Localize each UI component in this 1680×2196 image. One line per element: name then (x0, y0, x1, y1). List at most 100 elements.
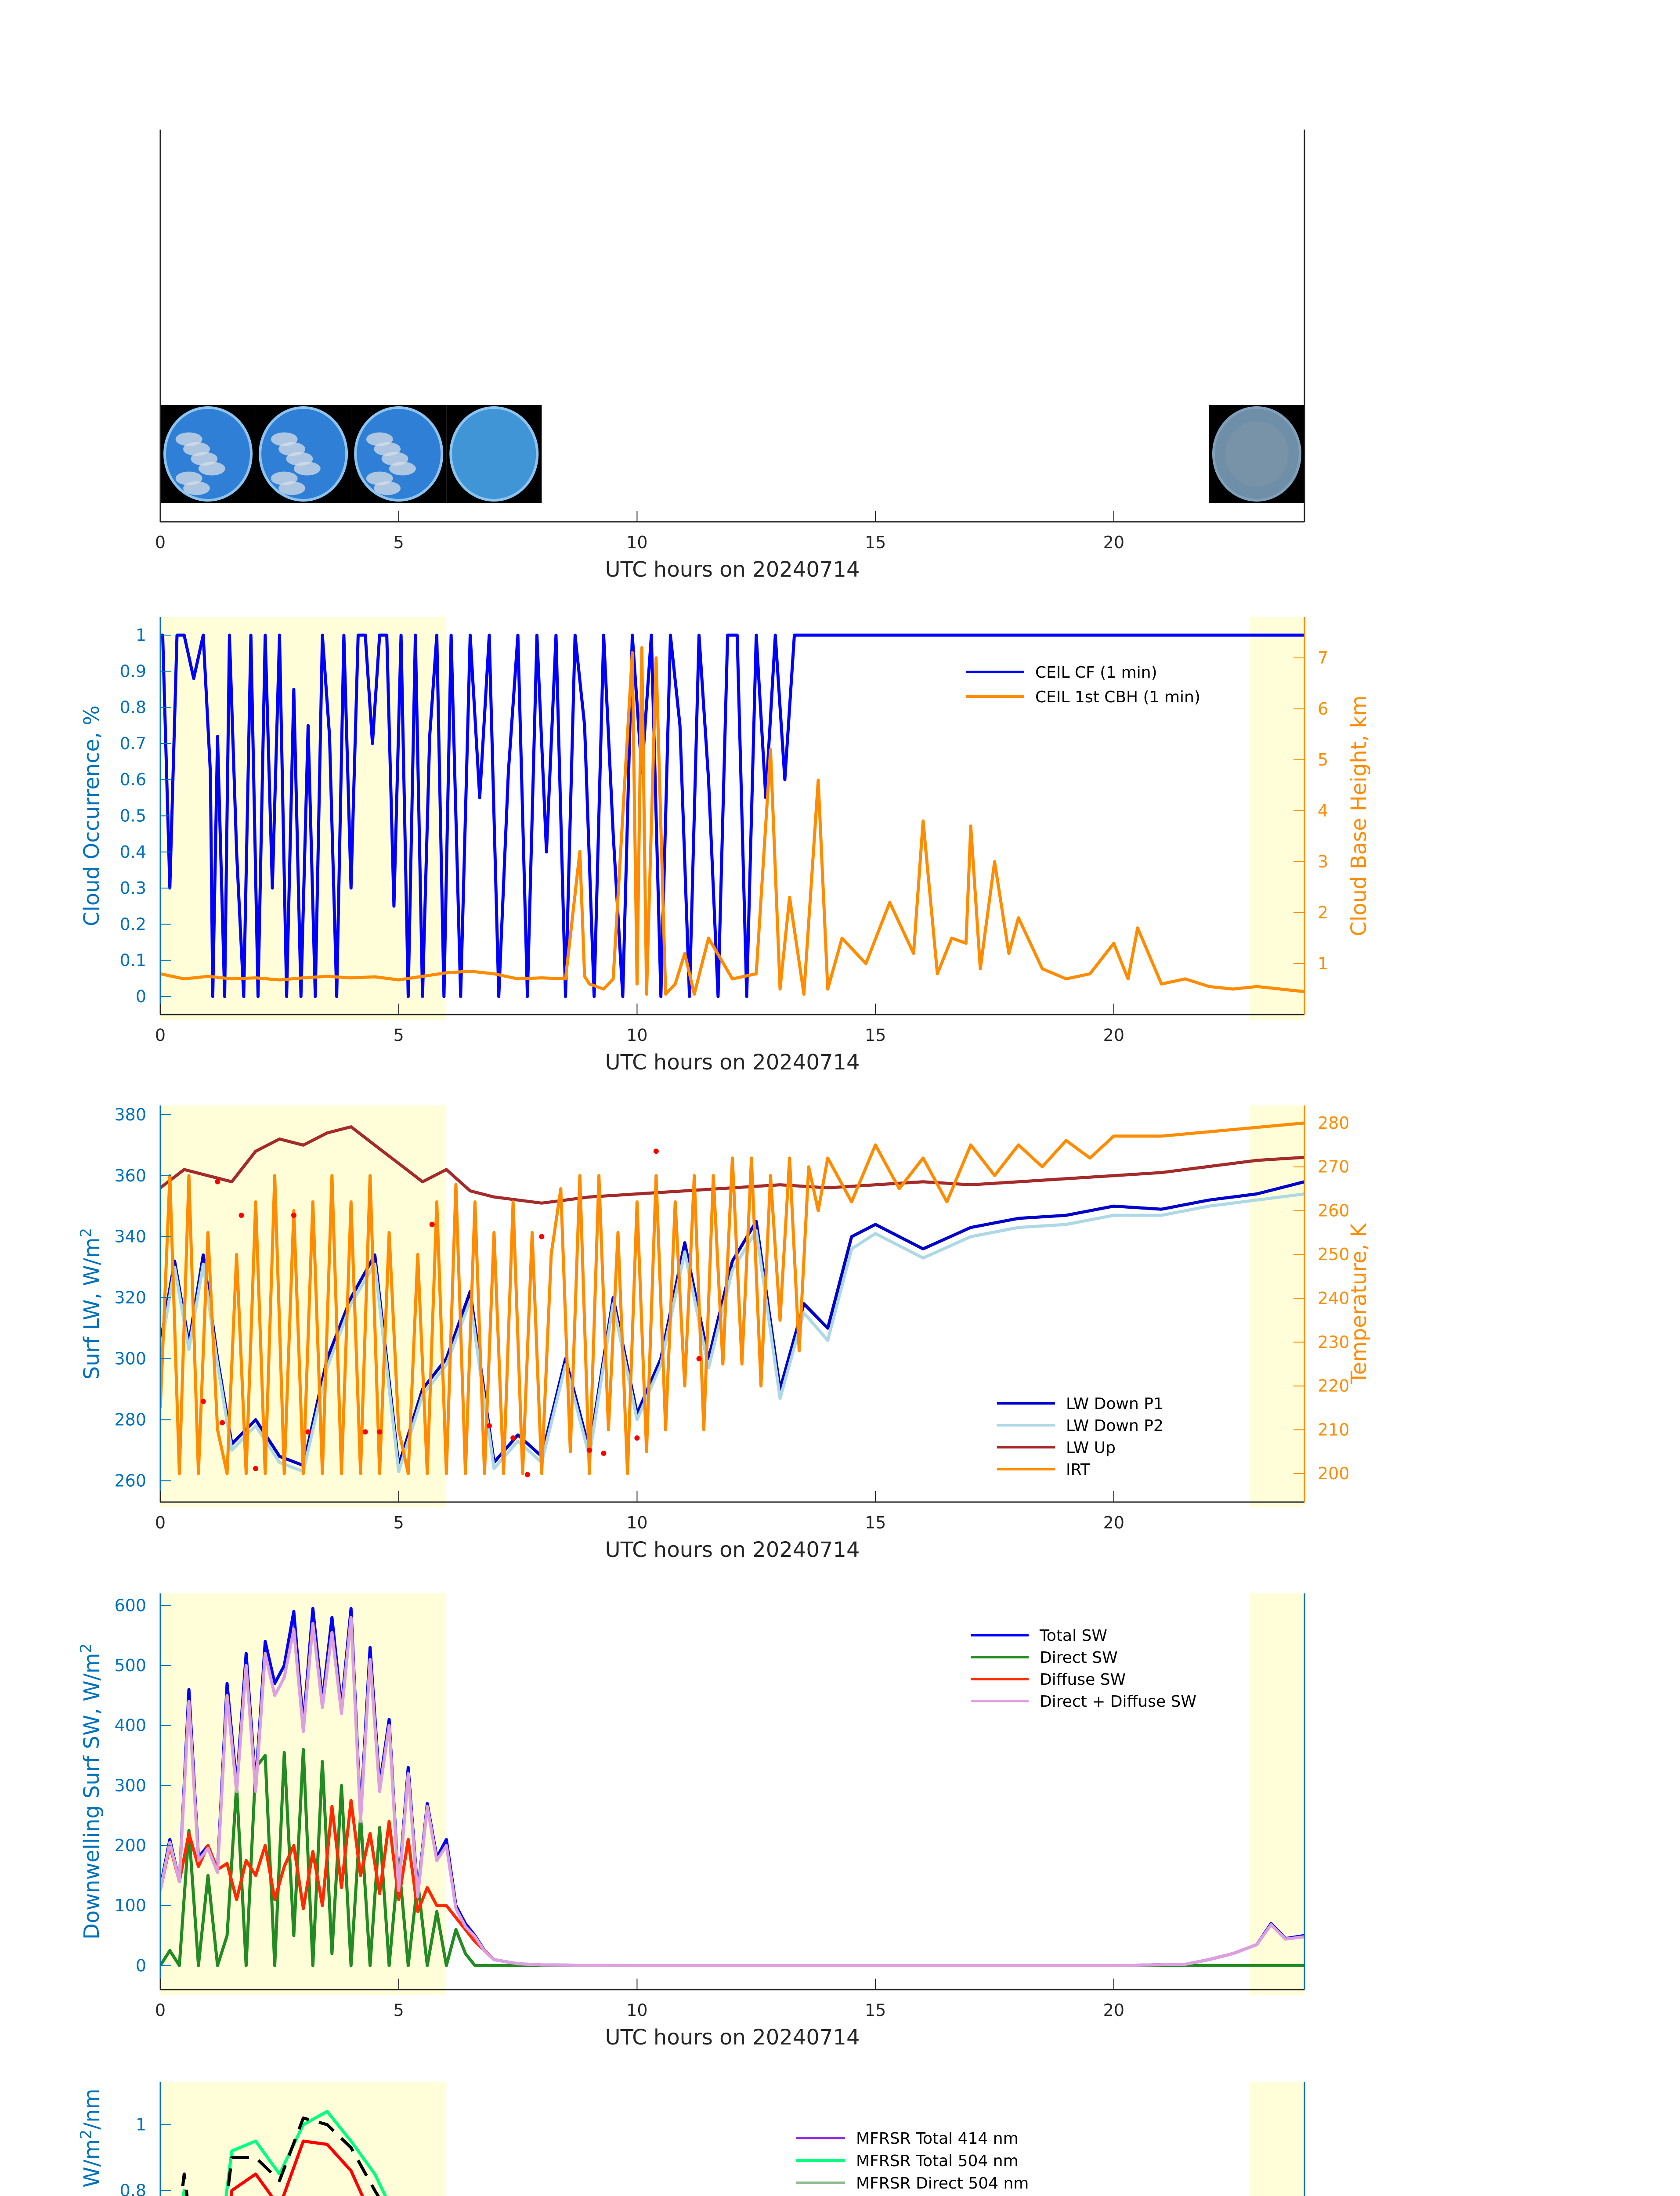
data-marker (524, 1472, 530, 1477)
legend-item[interactable]: CEIL 1st CBH (1 min) (966, 688, 1200, 706)
allsky-image[interactable] (160, 405, 256, 503)
data-marker (429, 1221, 435, 1227)
x-tick-label: 0 (155, 2001, 166, 2020)
legend-item[interactable]: CEIL CF (1 min) (966, 664, 1157, 682)
cloud-layer (1225, 421, 1289, 487)
legend-item[interactable]: Total SW (971, 1627, 1107, 1645)
legend-item[interactable]: LW Up (997, 1439, 1116, 1457)
legend-item[interactable]: LW Down P2 (997, 1417, 1163, 1435)
legend-label: CEIL CF (1 min) (1035, 664, 1157, 682)
cloud-patch (293, 462, 321, 476)
data-marker (291, 1213, 296, 1218)
plot-area (160, 1607, 1305, 1967)
y-tick-label: 380 (114, 1105, 146, 1124)
panel-longwave: 0 5 10 15 20 UTC hours on 20240714 260 280 300 32… (77, 1105, 1371, 1562)
legend-item[interactable]: Direct + Diffuse SW (971, 1693, 1196, 1711)
allsky-image[interactable] (446, 405, 542, 503)
x-tick-label: 10 (626, 2001, 647, 2020)
y-right-tick-label: 6 (1318, 699, 1328, 719)
y-tick-label: 500 (114, 1656, 146, 1675)
data-marker (377, 1429, 383, 1435)
shaded-period (1250, 2082, 1304, 2196)
legend: Total SW Direct SW Diffuse SW Direct + Diff… (971, 1627, 1196, 1711)
y-tick-label: 300 (114, 1349, 146, 1369)
x-tick-label: 20 (1103, 1513, 1124, 1532)
y-tick-label: 0 (136, 987, 146, 1006)
panel-shortwave: 0 5 10 15 20 UTC hours on 20240714 0 100 200 300 4… (77, 1593, 1305, 2050)
legend: MFRSR Total 414 nm MFRSR Total 504 nm MFRS… (796, 2130, 1029, 2192)
y-tick-label: 0.7 (120, 734, 146, 753)
legend-item[interactable]: LW Down P1 (997, 1395, 1163, 1413)
x-tick-label: 0 (155, 1513, 166, 1532)
x-tick-label: 5 (394, 1513, 404, 1532)
data-marker (215, 1179, 220, 1185)
series-line-ceil-1st-cbh-1-min- (160, 646, 1305, 996)
data-marker (238, 1213, 244, 1218)
y-right-tick-label: 7 (1318, 648, 1328, 668)
data-marker (486, 1423, 492, 1429)
data-marker (539, 1234, 545, 1239)
shaded-period (160, 1593, 447, 1995)
legend-label: Total SW (1039, 1627, 1107, 1645)
y-tick-label: 0.8 (120, 2181, 146, 2196)
x-axis-title: UTC hours on 20240714 (605, 1050, 860, 1075)
x-tick-label: 10 (626, 533, 647, 552)
y-axis-title: Downwelling Surf SW, W/m2 (77, 1643, 104, 1940)
cloud-patch (198, 462, 225, 476)
y-tick-label: 300 (114, 1776, 146, 1795)
y-tick-label: 1 (136, 2115, 146, 2135)
data-marker (362, 1429, 368, 1435)
y-right-tick-label: 4 (1318, 801, 1328, 820)
series-line-ceil-cf-1-min- (160, 633, 1304, 998)
y-right-tick-label: 240 (1318, 1289, 1350, 1308)
allsky-image[interactable] (256, 405, 351, 503)
legend-item[interactable]: Diffuse SW (971, 1671, 1126, 1689)
shaded-period (1250, 1105, 1304, 1507)
y-right-tick-label: 2 (1318, 903, 1328, 922)
y-tick-label: 0.4 (120, 842, 146, 862)
legend-item[interactable]: MFRSR Direct 504 nm (796, 2174, 1029, 2192)
x-axis-title: UTC hours on 20240714 (605, 1538, 860, 1562)
data-marker (634, 1435, 640, 1441)
data-marker (220, 1420, 225, 1426)
legend-item[interactable]: Direct SW (971, 1649, 1118, 1667)
data-marker (305, 1429, 311, 1435)
y-tick-label: 0.5 (120, 806, 146, 826)
data-marker (653, 1149, 659, 1154)
y-right-tick-label: 210 (1318, 1420, 1350, 1439)
y-tick-label: 1 (136, 625, 146, 645)
x-tick-label: 20 (1103, 2001, 1124, 2020)
y-tick-label: 320 (114, 1288, 146, 1307)
x-tick-label: 15 (865, 2001, 886, 2020)
y-tick-label: 340 (114, 1227, 146, 1246)
y-right-tick-label: 270 (1318, 1157, 1350, 1177)
x-tick-label: 10 (626, 1513, 647, 1532)
y-tick-label: 0.2 (120, 914, 146, 934)
y-axis-title-superscript: 2 (77, 1228, 95, 1238)
legend-item[interactable]: MFRSR Total 414 nm (796, 2130, 1019, 2148)
legend: LW Down P1 LW Down P2 LW Up IRT (997, 1395, 1163, 1479)
legend-label: MFRSR Direct 504 nm (856, 2174, 1029, 2192)
legend-item[interactable]: MFRSR Total 504 nm (796, 2152, 1019, 2170)
y-tick-label: 0.1 (120, 951, 146, 970)
y-tick-label: 0.9 (120, 661, 146, 681)
y-tick-label: 0 (136, 1956, 146, 1975)
legend-item[interactable]: IRT (997, 1461, 1091, 1479)
panel-allsky: 0 5 10 15 20 UTC hours on 20240714 (155, 130, 1305, 582)
y-axis-title: Cloud Occurrence, % (79, 705, 104, 926)
data-marker (253, 1466, 259, 1471)
allsky-image[interactable] (1209, 405, 1304, 503)
x-tick-label: 15 (865, 1513, 886, 1532)
sky-dome (449, 406, 539, 502)
y-axis-title-suffix: /nm (79, 2088, 104, 2129)
y-right-tick-label: 220 (1318, 1376, 1350, 1396)
allsky-image[interactable] (351, 405, 447, 503)
x-tick-label: 0 (155, 533, 166, 552)
y-axis-title-superscript: 2 (77, 2130, 95, 2139)
y-right-tick-label: 5 (1318, 750, 1328, 769)
cloud-patch (374, 481, 401, 495)
data-marker (200, 1398, 206, 1404)
x-tick-label: 20 (1103, 1026, 1124, 1045)
series-line-lw-up (160, 1125, 1305, 1205)
